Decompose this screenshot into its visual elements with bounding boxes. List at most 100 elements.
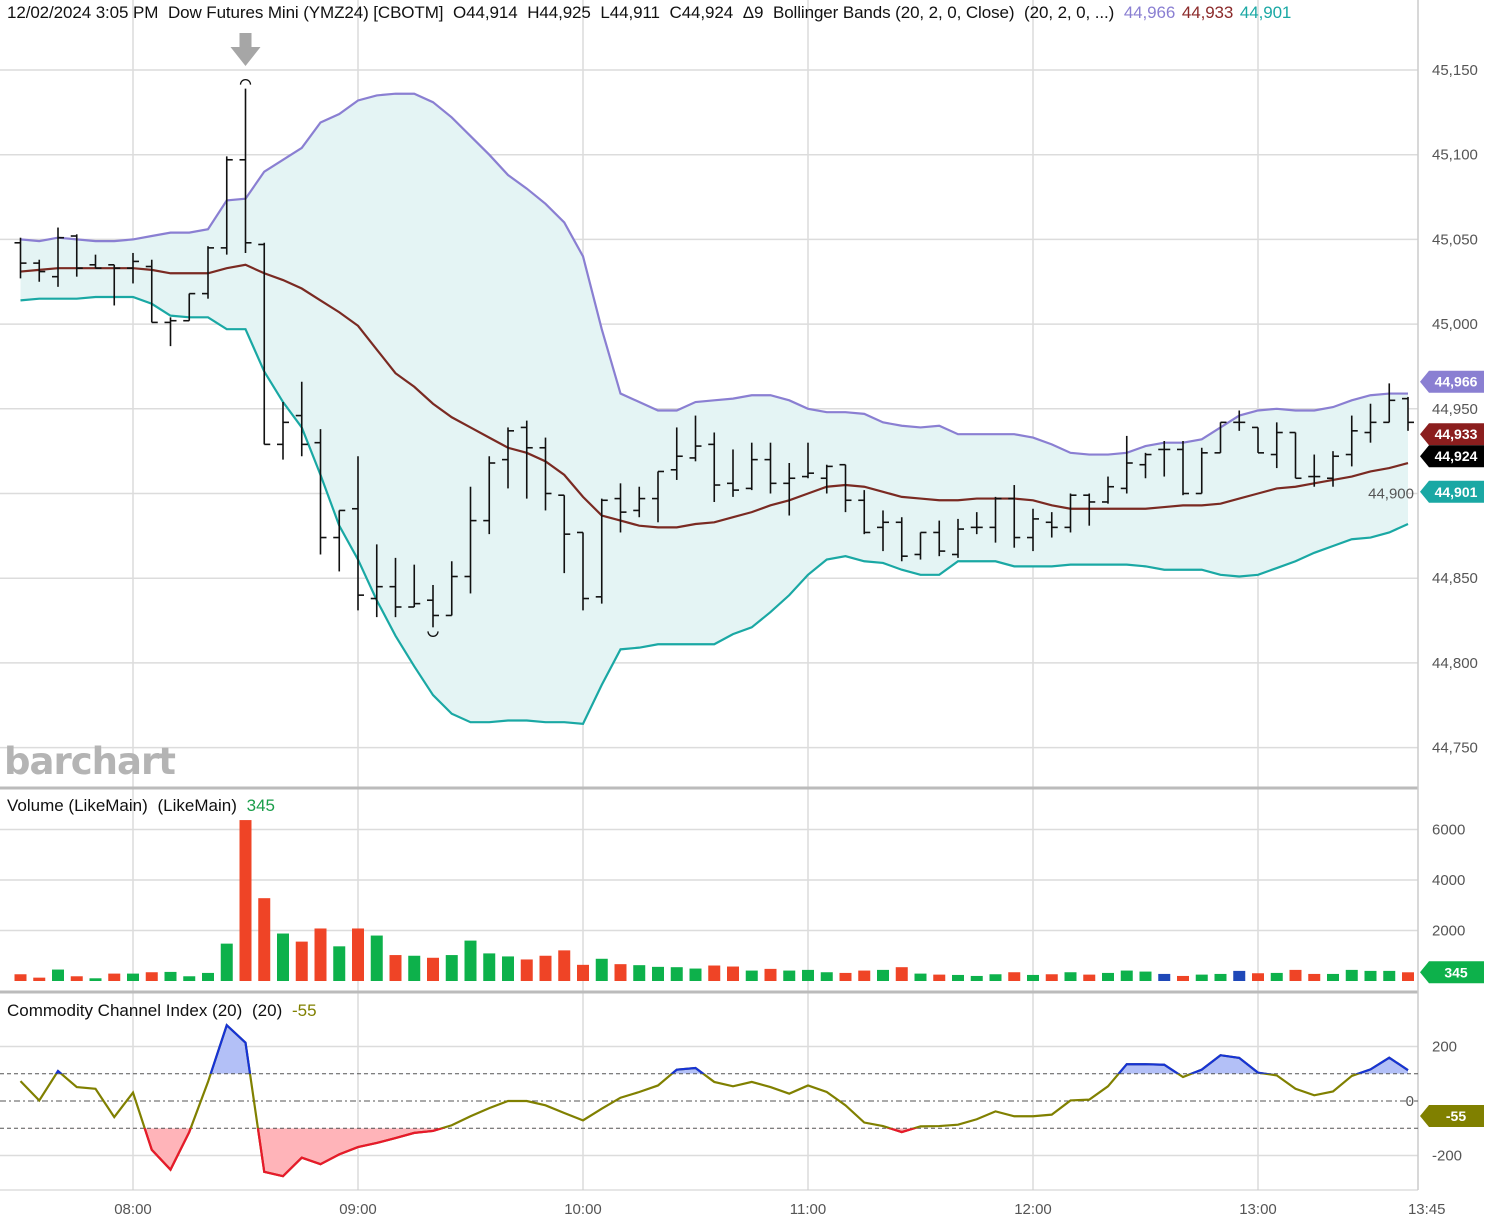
ohlc-bar <box>914 531 927 560</box>
ohlc-bar <box>333 509 346 572</box>
price-tag-label: 44,924 <box>1435 448 1478 464</box>
session-low-marker <box>427 631 439 637</box>
ohlc-bar <box>652 470 664 523</box>
volume-bar <box>895 967 908 981</box>
volume-bar <box>427 957 439 981</box>
cci-tag-bg <box>1420 1104 1484 1127</box>
volume-bar <box>1083 974 1096 981</box>
cci-tick-label: 200 <box>1432 1039 1457 1056</box>
price-tick-label: 44,900 <box>1368 486 1414 503</box>
volume-bar <box>783 970 796 981</box>
ohlc-bar <box>1214 421 1227 454</box>
ohlc-bar <box>1027 508 1039 552</box>
price-tick-label: 44,800 <box>1432 655 1478 672</box>
cci-value: -55 <box>291 1001 317 1020</box>
ohlc-bar <box>952 518 964 558</box>
ohlc-bar <box>220 156 233 255</box>
time-tick-label: 13:45 <box>1408 1201 1446 1218</box>
volume-bar <box>1008 972 1021 981</box>
price-tag-bg <box>1420 423 1484 446</box>
cci-tag: -55 <box>1420 1104 1484 1127</box>
volume-bar <box>858 970 871 981</box>
ohlc-bar <box>408 564 421 608</box>
volume-bar <box>839 972 852 981</box>
volume-bar <box>1345 969 1358 981</box>
time-tick-label: 08:00 <box>114 1201 152 1218</box>
ohlc-bar <box>539 437 552 511</box>
volume-bar <box>802 969 814 981</box>
header-symbol[interactable]: Dow Futures Mini (YMZ24) [CBOTM] <box>167 3 444 22</box>
ohlc-bar <box>802 442 814 479</box>
volume-bar <box>89 978 102 981</box>
volume-bar <box>727 966 739 981</box>
volume-bar <box>295 941 308 981</box>
volume-bar <box>1102 972 1114 981</box>
ohlc-bar <box>895 517 908 562</box>
cci-oversold-fill <box>20 1128 1408 1177</box>
price-tag: 44,924 <box>1420 445 1484 468</box>
volume-bar <box>502 956 514 981</box>
cci-tag-label: -55 <box>1446 1108 1466 1124</box>
volume-bar <box>258 898 271 981</box>
volume-bar <box>614 964 627 981</box>
ohlc-bar <box>970 512 983 535</box>
ohlc-bar <box>164 317 177 347</box>
volume-bar <box>1214 973 1227 981</box>
ohlc-bar <box>89 254 102 269</box>
time-tick-label: 10:00 <box>564 1201 602 1218</box>
volume-header: Volume (LikeMain) (LikeMain) 345 <box>7 796 280 816</box>
ohlc-bar <box>295 381 308 457</box>
middle-band-value: 44,933 <box>1181 3 1234 22</box>
volume-bar <box>595 958 608 981</box>
ohlc-bar <box>108 264 121 306</box>
volume-bar <box>220 943 233 981</box>
price-tick-label: 44,750 <box>1432 740 1478 757</box>
price-tag-bg <box>1420 480 1484 503</box>
volume-bar <box>970 975 983 981</box>
chart-header: 12/02/2024 3:05 PM Dow Futures Mini (YMZ… <box>7 3 1296 23</box>
volume-params[interactable]: (LikeMain) <box>157 796 237 815</box>
volume-tick-label: 6000 <box>1432 822 1465 839</box>
volume-bar <box>333 946 346 981</box>
ohlc-bar <box>745 442 758 491</box>
volume-bar <box>577 964 589 981</box>
upper-band-line <box>20 92 1408 456</box>
ohlc-bar <box>33 259 46 282</box>
ohlc-bar <box>239 88 252 253</box>
volume-bar <box>1195 974 1208 981</box>
volume-tag-label: 345 <box>1444 964 1468 980</box>
volume-bar <box>877 969 889 981</box>
volume-tag: 345 <box>1420 961 1484 984</box>
volume-bar <box>70 976 83 981</box>
volume-bar <box>1045 974 1058 981</box>
upper-band-value: 44,966 <box>1123 3 1176 22</box>
cci-params[interactable]: (20) <box>252 1001 283 1020</box>
volume-bar <box>1064 972 1077 981</box>
volume-bar <box>164 971 177 981</box>
ohlc-bar <box>1083 493 1096 526</box>
ohlc-bar <box>14 237 27 279</box>
header-close: C44,924 <box>669 3 734 22</box>
ohlc-bar <box>427 584 439 628</box>
ohlc-bar <box>1120 435 1133 494</box>
volume-tick-label: 4000 <box>1432 872 1465 889</box>
ohlc-bar <box>483 456 496 535</box>
volume-bar <box>464 940 477 981</box>
volume-bar <box>239 820 252 981</box>
volume-bar <box>108 973 121 981</box>
cci-title[interactable]: Commodity Channel Index (20) <box>7 1001 243 1020</box>
study-params[interactable]: (20, 2, 0, ...) <box>1024 3 1115 22</box>
price-tick-label: 44,850 <box>1432 570 1478 587</box>
ohlc-bar <box>1345 415 1358 467</box>
ohlc-bar <box>1364 403 1377 443</box>
study-name[interactable]: Bollinger Bands (20, 2, 0, Close) <box>772 3 1015 22</box>
volume-title[interactable]: Volume (LikeMain) <box>7 796 148 815</box>
volume-bar <box>389 955 402 981</box>
ohlc-bar <box>689 415 702 462</box>
ohlc-bar <box>389 557 402 618</box>
volume-bar <box>820 972 833 981</box>
volume-bar <box>745 970 758 981</box>
volume-bar <box>558 950 571 981</box>
ohlc-bar <box>764 442 777 494</box>
ohlc-bar <box>314 429 327 555</box>
